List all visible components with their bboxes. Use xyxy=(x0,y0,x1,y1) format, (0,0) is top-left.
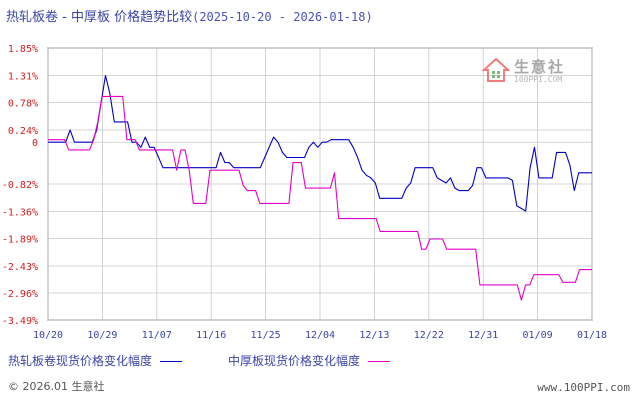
y-tick-label: 1.31% xyxy=(8,72,38,83)
y-tick-label: -0.82% xyxy=(2,180,38,191)
x-tick-label: 11/25 xyxy=(251,330,281,341)
legend-item-series2: 中厚板现货价格变化幅度 xyxy=(228,352,391,369)
y-tick-label: -2.96% xyxy=(2,289,38,300)
y-tick-label: -3.49% xyxy=(2,316,38,327)
x-tick-label: 01/09 xyxy=(523,330,553,341)
chart-title: 热轧板卷 - 中厚板 价格趋势比较(2025-10-20 - 2026-01-1… xyxy=(6,6,373,25)
series-line-1 xyxy=(48,74,592,212)
x-tick-label: 10/20 xyxy=(33,330,63,341)
y-tick-label: 0.78% xyxy=(8,99,38,110)
x-tick-label: 11/07 xyxy=(142,330,172,341)
footer-copyright: © 2026.01 生意社 xyxy=(8,380,105,393)
y-tick-label: 0 xyxy=(32,138,38,149)
watermark-logo: 生意社 100PPI.COM xyxy=(482,56,582,90)
x-tick-label: 12/13 xyxy=(359,330,389,341)
chart-date-range: (2025-10-20 - 2026-01-18) xyxy=(192,10,373,24)
legend-label-series2: 中厚板现货价格变化幅度 xyxy=(228,354,361,368)
chart-title-text: 热轧板卷 - 中厚板 价格趋势比较 xyxy=(6,10,193,25)
x-tick-label: 10/29 xyxy=(87,330,117,341)
legend-label-series1: 热轧板卷现货价格变化幅度 xyxy=(8,354,153,368)
legend-line-series2 xyxy=(368,361,391,362)
footer-website: www.100PPI.com xyxy=(537,381,630,394)
x-tick-label: 12/22 xyxy=(414,330,444,341)
y-tick-label: -1.36% xyxy=(2,208,38,219)
x-tick-label: 01/18 xyxy=(577,330,607,341)
x-tick-label: 11/16 xyxy=(196,330,226,341)
legend-line-series1 xyxy=(160,361,183,362)
y-tick-label: -1.89% xyxy=(2,235,38,246)
watermark-brand: 生意社 xyxy=(514,58,566,76)
legend-item-series1: 热轧板卷现货价格变化幅度 xyxy=(8,352,183,369)
series-line-2 xyxy=(48,95,592,301)
watermark-site: 100PPI.COM xyxy=(514,75,563,84)
x-tick-label: 12/04 xyxy=(305,330,335,341)
y-tick-label: -2.43% xyxy=(2,262,38,273)
house-logo-icon xyxy=(482,57,510,82)
y-tick-label: 0.24% xyxy=(8,126,38,137)
y-tick-label: 1.85% xyxy=(8,44,38,55)
x-tick-label: 12/31 xyxy=(468,330,498,341)
